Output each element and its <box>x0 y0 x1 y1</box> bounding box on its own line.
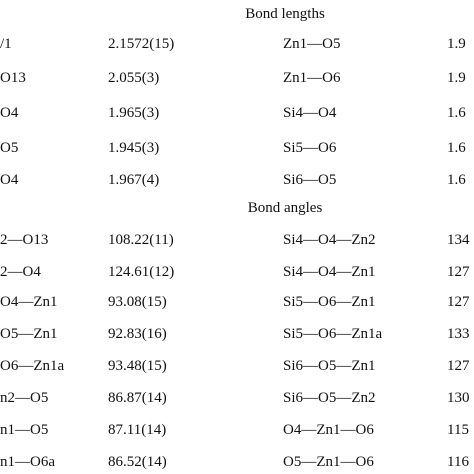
table-cell: O5—Zn1 <box>0 326 58 342</box>
table-cell: 86.87(14) <box>108 390 167 406</box>
table-cell: O4—Zn1—O6 <box>283 422 374 438</box>
table-cell: 127 <box>447 294 470 310</box>
table-cell: 2.1572(15) <box>108 36 175 52</box>
table-cell: /1 <box>0 36 12 52</box>
table-cell: O4 <box>0 172 19 188</box>
table-cell: 93.48(15) <box>108 358 167 374</box>
table-cell: 127 <box>447 264 470 280</box>
table-cell: 130 <box>447 390 470 406</box>
table-cell: 133 <box>447 326 470 342</box>
table-cell: Zn1—O6 <box>283 70 341 86</box>
table-cell: O5 <box>0 140 19 156</box>
table-cell: 2—O4 <box>0 264 41 280</box>
table-cell: 134 <box>447 232 470 248</box>
table-cell: 87.11(14) <box>108 422 167 438</box>
table-cell: O4—Zn1 <box>0 294 58 310</box>
table-cell: O6—Zn1a <box>0 358 65 374</box>
table-cell: Zn1—O5 <box>283 36 341 52</box>
table-cell: 127 <box>447 358 470 374</box>
table-cell: Si5—O6—Zn1 <box>283 294 376 310</box>
table-cell: O13 <box>0 70 26 86</box>
table-cell: 92.83(16) <box>108 326 167 342</box>
table-cell: 1.6 <box>447 140 466 156</box>
table-cell: O5—Zn1—O6 <box>283 454 374 470</box>
table-cell: 1.6 <box>447 105 466 121</box>
table-cell: Si6—O5—Zn1 <box>283 358 376 374</box>
table-cell: 2.055(3) <box>108 70 160 86</box>
table-cell: Si6—O5—Zn2 <box>283 390 376 406</box>
table-cell: 1.967(4) <box>108 172 160 188</box>
table-cell: 2—O13 <box>0 232 49 248</box>
table-cell: Si4—O4 <box>283 105 337 121</box>
table-cell: 86.52(14) <box>108 454 167 470</box>
table-cell: Si4—O4—Zn1 <box>283 264 376 280</box>
section-title: Bond lengths <box>245 6 325 22</box>
table-cell: n1—O5 <box>0 422 49 438</box>
table-cell: 1.945(3) <box>108 140 160 156</box>
table-cell: O4 <box>0 105 19 121</box>
table-cell: 116 <box>447 454 469 470</box>
table-cell: 1.9 <box>447 70 466 86</box>
table-cell: Si4—O4—Zn2 <box>283 232 376 248</box>
table-cell: 1.6 <box>447 172 466 188</box>
table-cell: 1.9 <box>447 36 466 52</box>
table-cell: 93.08(15) <box>108 294 167 310</box>
table-cell: 1.965(3) <box>108 105 160 121</box>
table-cell: 124.61(12) <box>108 264 175 280</box>
table-cell: Si5—O6—Zn1a <box>283 326 383 342</box>
table-cell: n2—O5 <box>0 390 49 406</box>
table-cell: 108.22(11) <box>108 232 174 248</box>
table-cell: Si6—O5 <box>283 172 337 188</box>
table-cell: n1—O6a <box>0 454 55 470</box>
section-title: Bond angles <box>247 200 323 216</box>
table-cell: Si5—O6 <box>283 140 337 156</box>
table-cell: 115 <box>447 422 469 438</box>
